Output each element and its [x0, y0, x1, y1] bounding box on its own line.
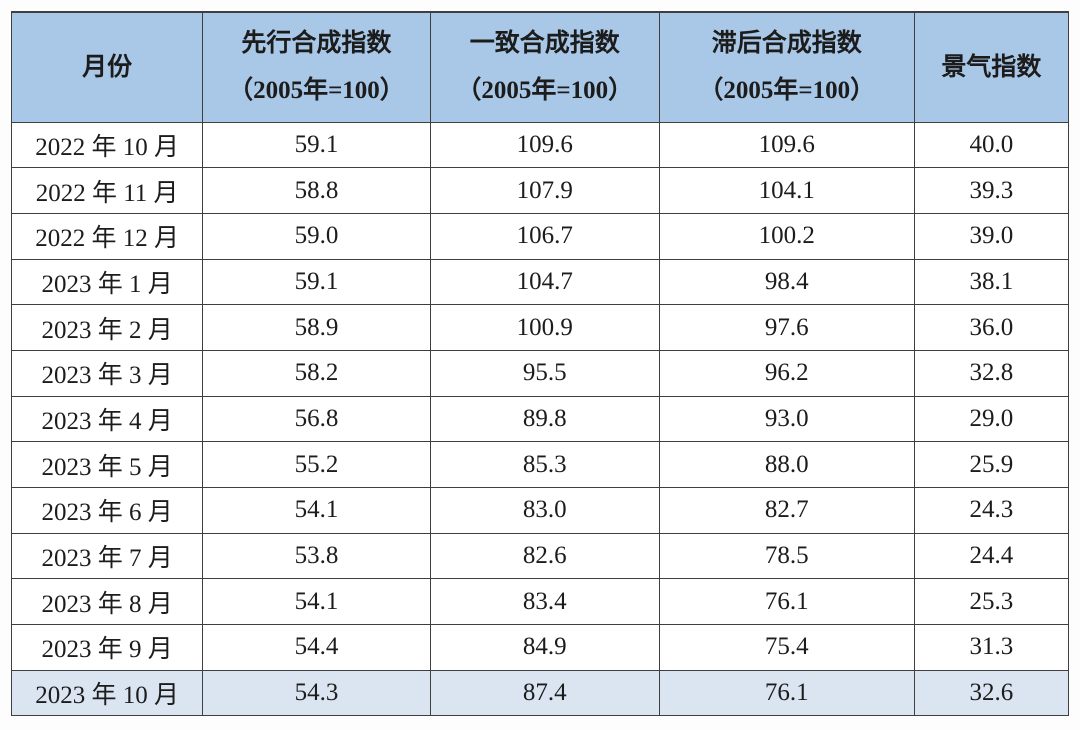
header-coincident-index: 一致合成指数 （2005年=100） [429, 11, 660, 123]
header-leading-index: 先行合成指数 （2005年=100） [202, 11, 431, 123]
lagging-index-value: 93.0 [658, 395, 915, 443]
prosperity-index-value: 24.4 [913, 532, 1070, 580]
coincident-index-value: 107.9 [429, 167, 660, 214]
table-row: 2023 年 8 月 54.1 83.4 76.1 25.3 [10, 578, 1070, 626]
prosperity-index-value: 38.1 [913, 258, 1070, 306]
lagging-index-value: 88.0 [658, 441, 915, 488]
month-cell: 2023 年 2 月 [10, 304, 204, 351]
month-cell: 2023 年 5 月 [10, 441, 204, 488]
coincident-index-value: 95.5 [429, 349, 660, 397]
table-row: 2022 年 10 月 59.1 109.6 109.6 40.0 [10, 121, 1070, 169]
header-leading-title: 先行合成指数 [241, 30, 392, 58]
leading-index-value: 54.1 [202, 487, 431, 534]
month-cell: 2023 年 6 月 [10, 487, 204, 534]
header-prosperity-title: 景气指数 [941, 53, 1042, 81]
table-row: 2023 年 6 月 54.1 83.0 82.7 24.3 [10, 487, 1070, 534]
lagging-index-value: 104.1 [658, 167, 915, 214]
table-row: 2023 年 9 月 54.4 84.9 75.4 31.3 [10, 624, 1070, 671]
coincident-index-value: 106.7 [429, 212, 660, 260]
month-cell: 2023 年 10 月 [10, 669, 204, 717]
lagging-index-value: 82.7 [658, 487, 915, 534]
leading-index-value: 59.0 [202, 212, 431, 260]
lagging-index-value: 76.1 [658, 578, 915, 626]
header-row: 月份 先行合成指数 （2005年=100） 一致合成指数 （2005年=100）… [10, 11, 1070, 123]
lagging-index-value: 109.6 [658, 121, 915, 169]
coincident-index-value: 83.0 [429, 487, 660, 534]
table-row: 2023 年 5 月 55.2 85.3 88.0 25.9 [10, 441, 1070, 488]
leading-index-value: 59.1 [202, 121, 431, 169]
leading-index-value: 54.3 [202, 669, 431, 717]
prosperity-index-table: 月份 先行合成指数 （2005年=100） 一致合成指数 （2005年=100）… [10, 11, 1070, 717]
header-lagging-index: 滞后合成指数 （2005年=100） [658, 11, 915, 123]
prosperity-index-value: 39.3 [913, 167, 1070, 214]
table-row: 2022 年 12 月 59.0 106.7 100.2 39.0 [10, 212, 1070, 260]
leading-index-value: 56.8 [202, 395, 431, 443]
month-cell: 2023 年 3 月 [10, 349, 204, 397]
leading-index-value: 58.2 [202, 349, 431, 397]
coincident-index-value: 85.3 [429, 441, 660, 488]
lagging-index-value: 98.4 [658, 258, 915, 306]
prosperity-index-value: 39.0 [913, 212, 1070, 260]
lagging-index-value: 78.5 [658, 532, 915, 580]
leading-index-value: 58.9 [202, 304, 431, 351]
header-coincident-subtitle: （2005年=100） [456, 77, 634, 105]
header-lagging-title: 滞后合成指数 [711, 30, 862, 58]
prosperity-index-value: 25.9 [913, 441, 1070, 488]
table-row: 2023 年 10 月 54.3 87.4 76.1 32.6 [10, 669, 1070, 717]
month-cell: 2023 年 7 月 [10, 532, 204, 580]
table-header: 月份 先行合成指数 （2005年=100） 一致合成指数 （2005年=100）… [10, 11, 1070, 123]
prosperity-index-value: 29.0 [913, 395, 1070, 443]
table-row: 2022 年 11 月 58.8 107.9 104.1 39.3 [10, 167, 1070, 214]
month-cell: 2022 年 10 月 [10, 121, 204, 169]
header-coincident-title: 一致合成指数 [469, 30, 620, 58]
leading-index-value: 59.1 [202, 258, 431, 306]
header-lagging-subtitle: （2005年=100） [698, 77, 876, 105]
prosperity-index-value: 24.3 [913, 487, 1070, 534]
prosperity-index-value: 32.8 [913, 349, 1070, 397]
lagging-index-value: 97.6 [658, 304, 915, 351]
month-cell: 2023 年 4 月 [10, 395, 204, 443]
header-leading-subtitle: （2005年=100） [228, 77, 405, 105]
leading-index-value: 53.8 [202, 532, 431, 580]
coincident-index-value: 82.6 [429, 532, 660, 580]
coincident-index-value: 109.6 [429, 121, 660, 169]
coincident-index-value: 83.4 [429, 578, 660, 626]
header-prosperity-index: 景气指数 [913, 11, 1070, 123]
table-row: 2023 年 4 月 56.8 89.8 93.0 29.0 [10, 395, 1070, 443]
leading-index-value: 55.2 [202, 441, 431, 488]
leading-index-value: 54.4 [202, 624, 431, 671]
leading-index-value: 58.8 [202, 167, 431, 214]
lagging-index-value: 76.1 [658, 669, 915, 717]
header-month-title: 月份 [82, 53, 133, 81]
table-row: 2023 年 7 月 53.8 82.6 78.5 24.4 [10, 532, 1070, 580]
month-cell: 2023 年 9 月 [10, 624, 204, 671]
coincident-index-value: 100.9 [429, 304, 660, 351]
coincident-index-value: 87.4 [429, 669, 660, 717]
lagging-index-value: 100.2 [658, 212, 915, 260]
prosperity-index-value: 25.3 [913, 578, 1070, 626]
prosperity-index-value: 31.3 [913, 624, 1070, 671]
leading-index-value: 54.1 [202, 578, 431, 626]
month-cell: 2023 年 8 月 [10, 578, 204, 626]
prosperity-index-value: 36.0 [913, 304, 1070, 351]
table-row: 2023 年 2 月 58.9 100.9 97.6 36.0 [10, 304, 1070, 351]
lagging-index-value: 96.2 [658, 349, 915, 397]
prosperity-index-value: 40.0 [913, 121, 1070, 169]
table-row: 2023 年 1 月 59.1 104.7 98.4 38.1 [10, 258, 1070, 306]
lagging-index-value: 75.4 [658, 624, 915, 671]
coincident-index-value: 84.9 [429, 624, 660, 671]
header-month: 月份 [10, 11, 204, 123]
prosperity-index-value: 32.6 [913, 669, 1070, 717]
month-cell: 2022 年 11 月 [10, 167, 204, 214]
table-row: 2023 年 3 月 58.2 95.5 96.2 32.8 [10, 349, 1070, 397]
table-body: 2022 年 10 月 59.1 109.6 109.6 40.0 2022 年 11 月… [10, 121, 1070, 717]
month-cell: 2022 年 12 月 [10, 212, 204, 260]
coincident-index-value: 104.7 [429, 258, 660, 306]
month-cell: 2023 年 1 月 [10, 258, 204, 306]
coincident-index-value: 89.8 [429, 395, 660, 443]
